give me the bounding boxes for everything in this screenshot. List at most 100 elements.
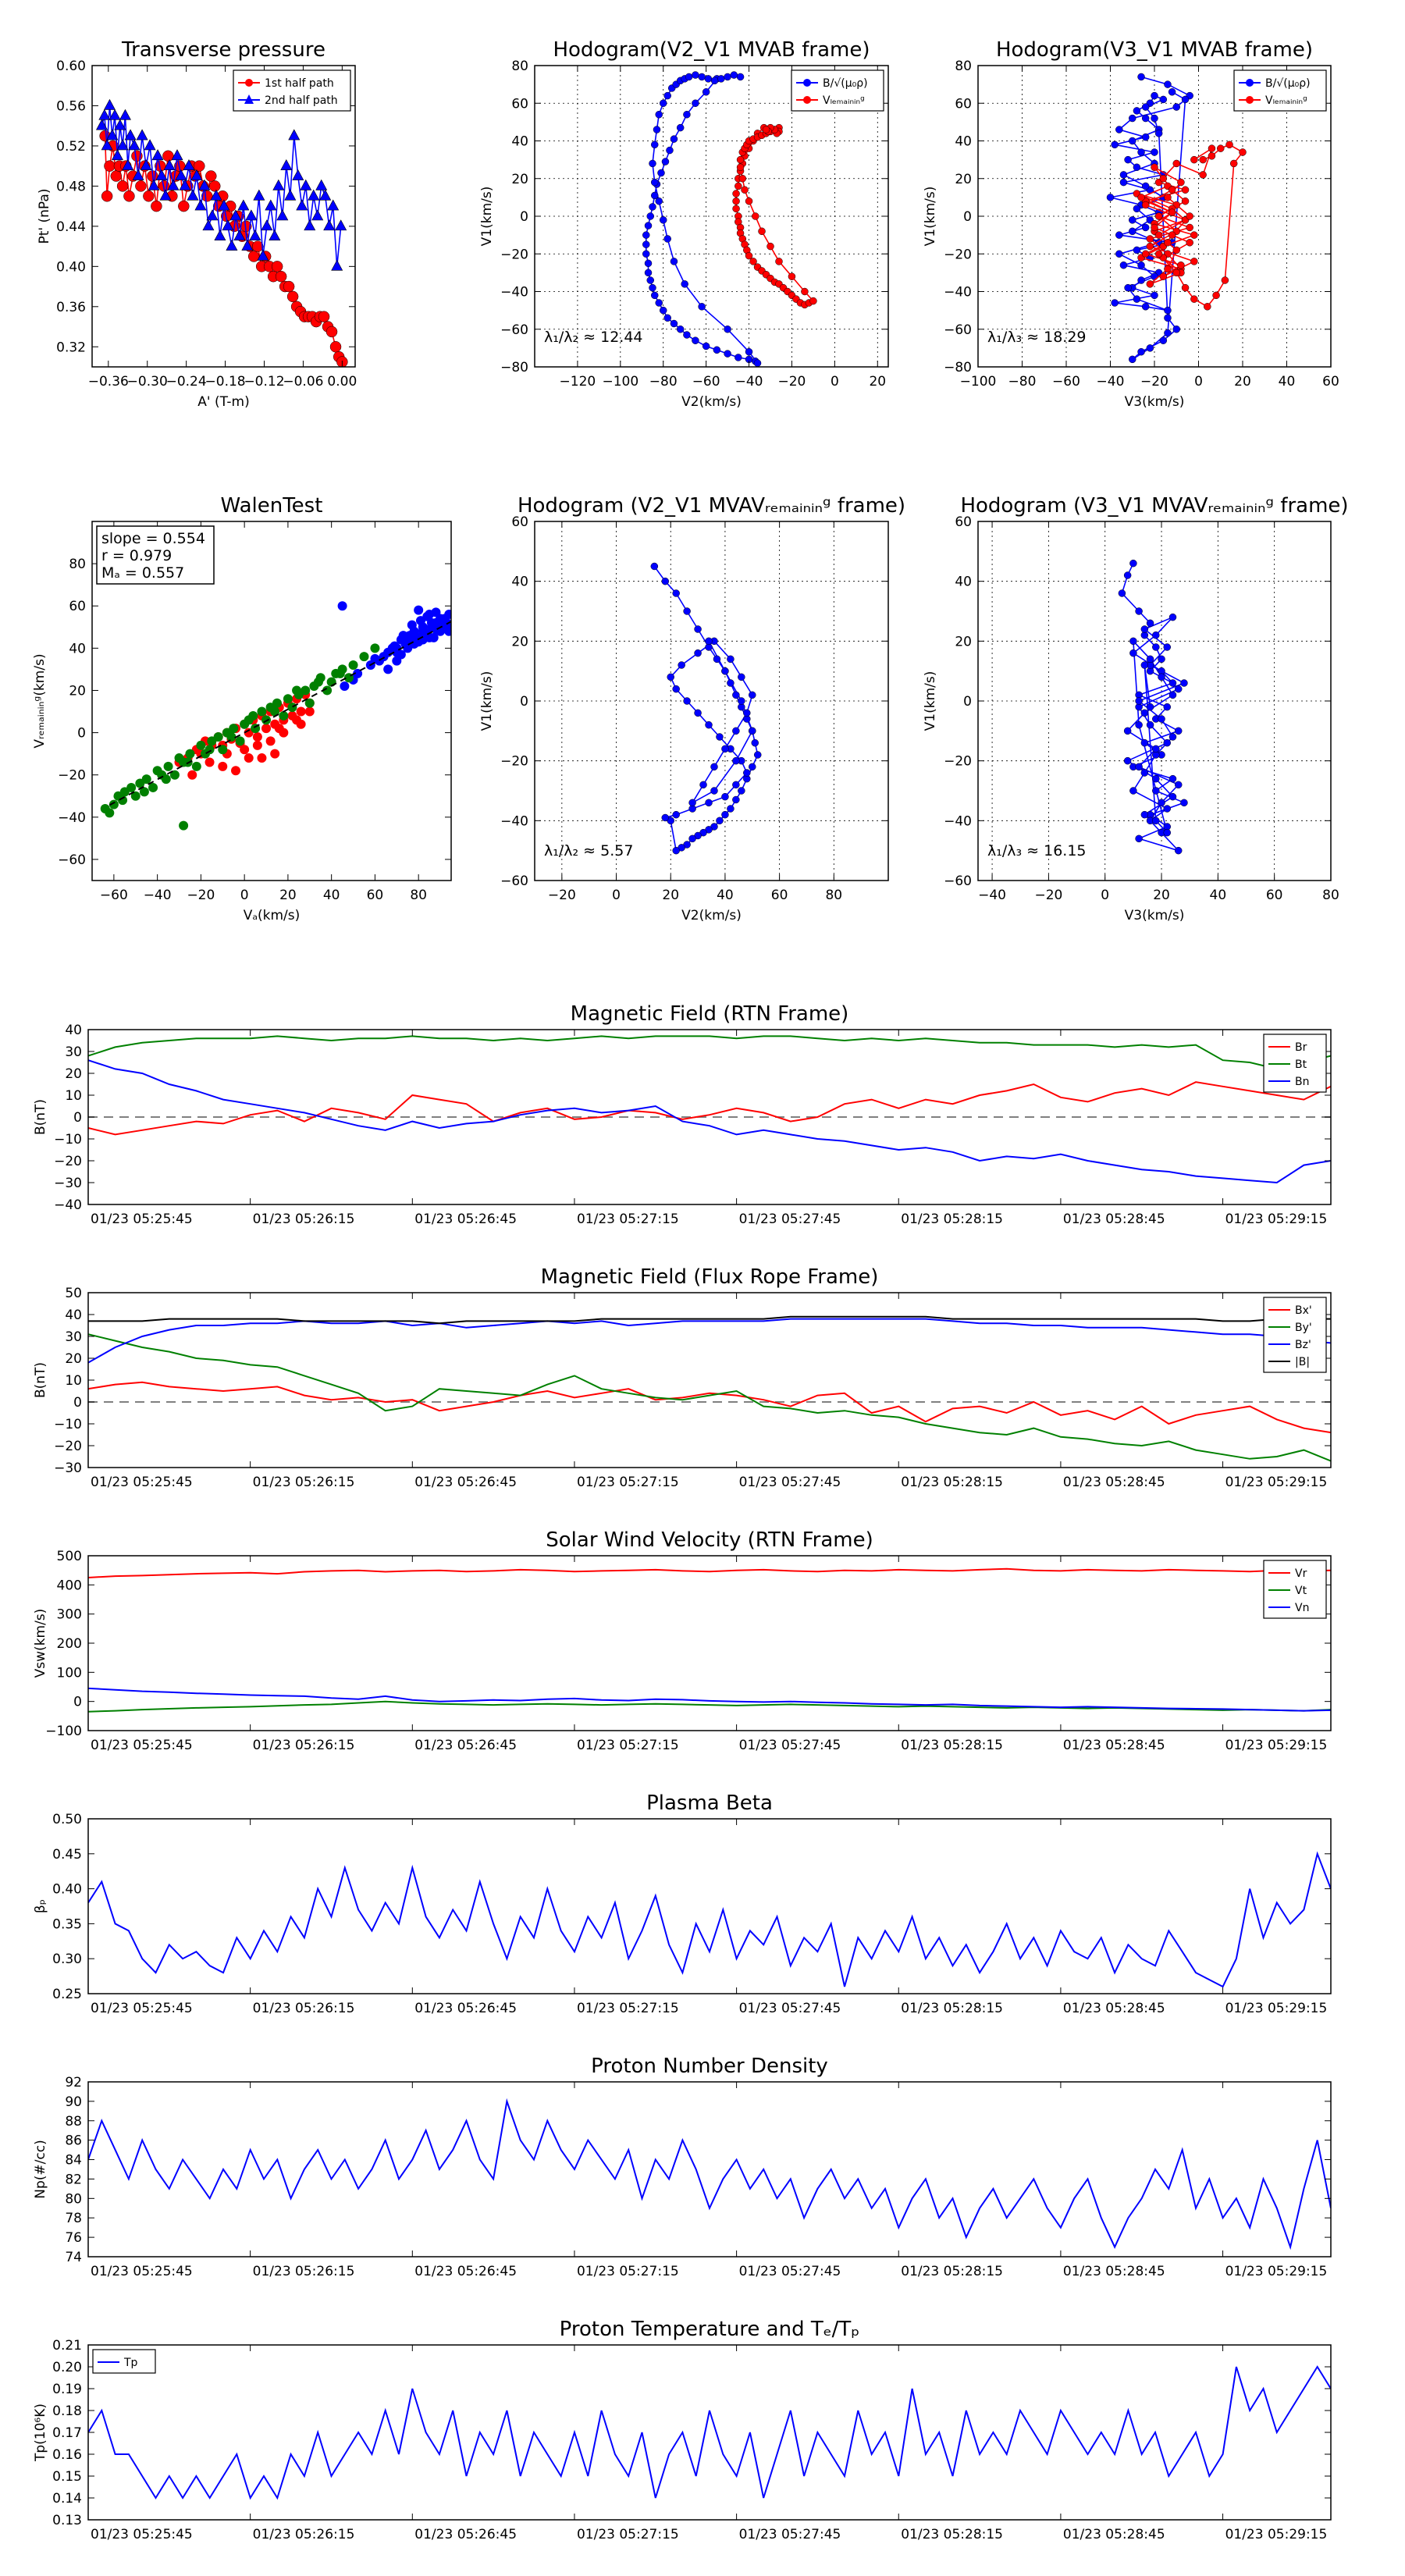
data-point xyxy=(1181,95,1190,104)
data-point xyxy=(1221,276,1229,284)
data-point xyxy=(762,126,770,133)
axes-frame xyxy=(534,521,889,881)
y-tick-label: 86 xyxy=(65,2133,82,2149)
y-tick-label: 0.56 xyxy=(56,98,86,114)
data-point xyxy=(169,770,180,780)
y-tick-label: 20 xyxy=(65,1066,82,1082)
x-tick-label: 40 xyxy=(1279,374,1296,390)
data-point xyxy=(732,795,740,804)
data-point xyxy=(745,251,753,260)
data-point xyxy=(1204,303,1211,311)
data-point xyxy=(1137,148,1145,156)
y-tick-label: 0.48 xyxy=(56,179,86,194)
data-point xyxy=(710,787,718,795)
data-point xyxy=(749,727,756,735)
y-tick-label: 80 xyxy=(511,59,528,74)
data-point xyxy=(1129,637,1137,646)
x-tick-label: −100 xyxy=(602,374,638,390)
data-point xyxy=(738,175,747,183)
data-point xyxy=(248,710,258,720)
legend-marker xyxy=(1246,79,1254,87)
series-bn xyxy=(88,1059,1331,1184)
series-line xyxy=(88,1381,1331,1434)
data-point xyxy=(663,91,671,100)
plot-area xyxy=(88,2097,1331,2250)
y-tick-label: −60 xyxy=(944,873,972,889)
x-tick-label: 01/23 05:27:15 xyxy=(577,2001,679,2016)
data-point xyxy=(735,354,742,361)
data-point xyxy=(716,733,724,741)
y-tick-label: −20 xyxy=(58,768,86,784)
data-point xyxy=(694,625,702,633)
y-tick-label: −20 xyxy=(944,247,972,262)
data-point xyxy=(1129,216,1136,224)
data-point xyxy=(1151,114,1158,123)
data-point xyxy=(1186,239,1193,247)
data-point xyxy=(335,668,345,678)
data-point xyxy=(672,589,680,597)
series-line xyxy=(88,1687,1331,1712)
data-point xyxy=(275,270,287,283)
data-point xyxy=(1140,661,1149,669)
data-point xyxy=(659,216,667,224)
data-point xyxy=(1152,787,1160,795)
data-point xyxy=(313,677,323,687)
y-tick-label: −20 xyxy=(54,1154,82,1169)
data-point xyxy=(724,326,731,333)
x-axis-label: V2(km/s) xyxy=(681,394,742,410)
data-point xyxy=(713,655,721,664)
data-point xyxy=(1146,242,1154,251)
x-tick-label: 01/23 05:28:45 xyxy=(1063,2264,1165,2279)
data-point xyxy=(308,189,320,201)
y-tick-label: 82 xyxy=(65,2172,82,2187)
data-point xyxy=(226,732,237,742)
data-point xyxy=(749,763,756,771)
y-axis-label: βₚ xyxy=(33,1899,48,1913)
data-point xyxy=(736,73,745,81)
y-tick-label: 0 xyxy=(963,209,972,225)
data-point xyxy=(672,685,680,693)
data-point xyxy=(1133,107,1141,115)
data-point xyxy=(128,139,140,151)
data-point xyxy=(1133,205,1141,213)
legend-label-bx-: Bx' xyxy=(1295,1304,1312,1317)
legend-label-by-: By' xyxy=(1295,1322,1312,1334)
y-tick-label: −40 xyxy=(54,1197,82,1213)
data-point xyxy=(745,347,753,356)
data-point xyxy=(261,724,272,734)
legend-label-b-: B/√(μ₀ρ) xyxy=(1265,77,1311,90)
axes-frame xyxy=(87,1029,1332,1205)
y-tick-label: 40 xyxy=(955,575,972,590)
x-tick-label: 01/23 05:26:45 xyxy=(414,2527,517,2542)
y-tick-label: 40 xyxy=(511,134,528,150)
y-tick-label: −30 xyxy=(54,1461,82,1476)
x-tick-label: 01/23 05:26:15 xyxy=(253,1475,355,1490)
y-tick-label: 20 xyxy=(65,1351,82,1367)
data-point xyxy=(101,190,113,202)
y-tick-label: 78 xyxy=(65,2211,82,2226)
x-tick-label: 01/23 05:27:45 xyxy=(739,1475,841,1490)
data-point xyxy=(252,732,262,742)
y-tick-label: −60 xyxy=(944,322,972,338)
chart-title: Hodogram (V3_V1 MVAVᵣₑₘₐᵢₙᵢₙᵍ frame) xyxy=(960,494,1348,518)
data-point xyxy=(270,749,280,759)
series-line xyxy=(88,2365,1331,2500)
data-point xyxy=(642,240,650,248)
data-point xyxy=(1174,846,1183,855)
plot-area xyxy=(535,66,888,367)
axes-frame xyxy=(87,2081,1332,2258)
series-2 xyxy=(100,643,380,831)
y-tick-label: 40 xyxy=(511,575,528,590)
y-tick-label: 30 xyxy=(65,1329,82,1345)
x-tick-label: −100 xyxy=(960,374,997,390)
y-tick-label: 0.45 xyxy=(52,1847,82,1863)
y-tick-label: 74 xyxy=(65,2250,82,2265)
data-point xyxy=(284,189,297,201)
data-point xyxy=(1199,155,1207,164)
axes-frame xyxy=(87,1555,1332,1731)
data-point xyxy=(670,258,678,265)
data-point xyxy=(292,685,302,696)
data-point xyxy=(745,197,753,205)
data-point xyxy=(237,199,250,211)
data-point xyxy=(1158,715,1165,723)
